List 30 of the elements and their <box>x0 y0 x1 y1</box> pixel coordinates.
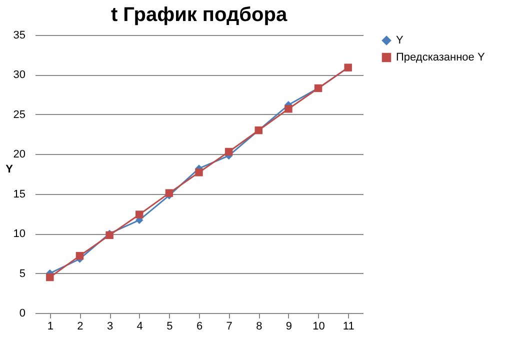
point <box>284 104 292 113</box>
x-tick-label: 11 <box>342 320 354 332</box>
y-tick-label: 35 <box>13 30 26 42</box>
x-tick-label: 1 <box>47 320 54 332</box>
y-tick-label: 10 <box>13 228 26 240</box>
y-tick-label: 0 <box>19 308 26 320</box>
legend-label: Y <box>396 34 404 46</box>
x-tick-label: 3 <box>106 320 114 332</box>
x-tick-label: 4 <box>136 320 143 332</box>
x-tick-label: 5 <box>166 320 173 332</box>
x-tick-label: 7 <box>226 320 232 332</box>
y-tick-label: 5 <box>19 268 26 280</box>
chart-title: t График подбора <box>110 4 288 26</box>
y-tick-label: 25 <box>13 108 26 121</box>
y-tick-label: 15 <box>13 188 26 200</box>
point <box>135 210 144 218</box>
point <box>76 252 84 260</box>
x-tick-label: 6 <box>196 320 203 332</box>
x-tick-label: 8 <box>256 320 262 332</box>
point <box>195 168 203 176</box>
x-tick-label: 2 <box>77 320 84 332</box>
x-tick-label: 9 <box>286 320 292 332</box>
y-tick-label: 30 <box>13 69 26 82</box>
point <box>46 273 54 282</box>
point <box>224 148 233 156</box>
x-tick-label: 10 <box>312 320 325 332</box>
y-tick-label: 20 <box>13 148 26 161</box>
point <box>165 189 174 197</box>
legend-label: Предсказанное Y <box>396 52 486 64</box>
y-axis-title: Y <box>6 164 14 176</box>
